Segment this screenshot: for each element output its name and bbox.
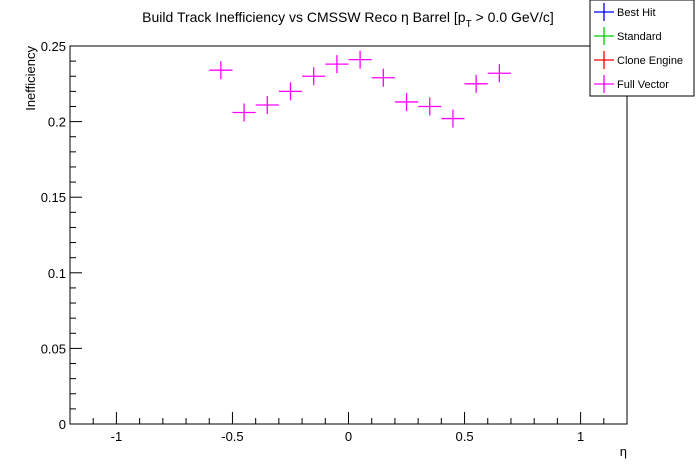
legend-entry: Best Hit [594,3,656,21]
legend-label: Best Hit [617,7,656,19]
x-tick-label: 0 [345,429,352,444]
y-axis: 0 0.05 0.1 0.15 0.2 0.25 [41,39,82,432]
plot-frame [69,45,628,425]
y-tick-label: 0.15 [41,190,66,205]
chart-title-tail: > 0.0 GeV/c] [472,9,554,25]
chart-title: Build Track Inefficiency vs CMSSW Reco η… [142,9,554,30]
x-tick-label: -1 [111,429,123,444]
x-tick-label: -0.5 [221,429,243,444]
x-axis: -1 -0.5 0 0.5 1 [69,412,628,444]
data-point [348,50,372,69]
legend-label: Clone Engine [617,55,683,67]
legend-entry: Clone Engine [594,51,683,69]
y-tick-label: 0.2 [48,115,66,130]
legend-label: Standard [617,31,662,43]
y-axis-label: Inefficiency [23,46,38,111]
data-point [394,92,419,111]
x-tick-label: 0.5 [456,429,474,444]
y-tick-label: 0 [59,417,66,432]
data-point [209,61,233,80]
data-point [464,74,488,93]
legend: Best Hit Standard Clone Engine Full Vector [589,0,695,97]
legend-label: Full Vector [617,79,669,91]
x-tick-label: 1 [577,429,584,444]
data-point [418,97,442,116]
y-tick-label: 0.05 [41,341,66,356]
data-point [371,68,395,87]
x-axis-label: η [620,444,627,459]
data-point [441,109,465,128]
y-tick-label: 0.25 [41,39,66,54]
data-point [487,64,511,83]
legend-entries: Best Hit Standard Clone Engine Full Vector [594,3,683,93]
chart-title-main: Build Track Inefficiency vs CMSSW Reco η… [142,9,466,25]
data-point [325,55,349,74]
legend-box [589,0,695,97]
data-point [302,67,326,86]
legend-entry: Standard [594,27,662,45]
series-layer [209,50,511,128]
chart-title-subscript: T [466,19,472,30]
data-point [255,95,279,114]
data-point [278,82,303,101]
y-tick-label: 0.1 [48,266,66,281]
data-point [232,103,256,122]
legend-entry: Full Vector [594,75,669,93]
